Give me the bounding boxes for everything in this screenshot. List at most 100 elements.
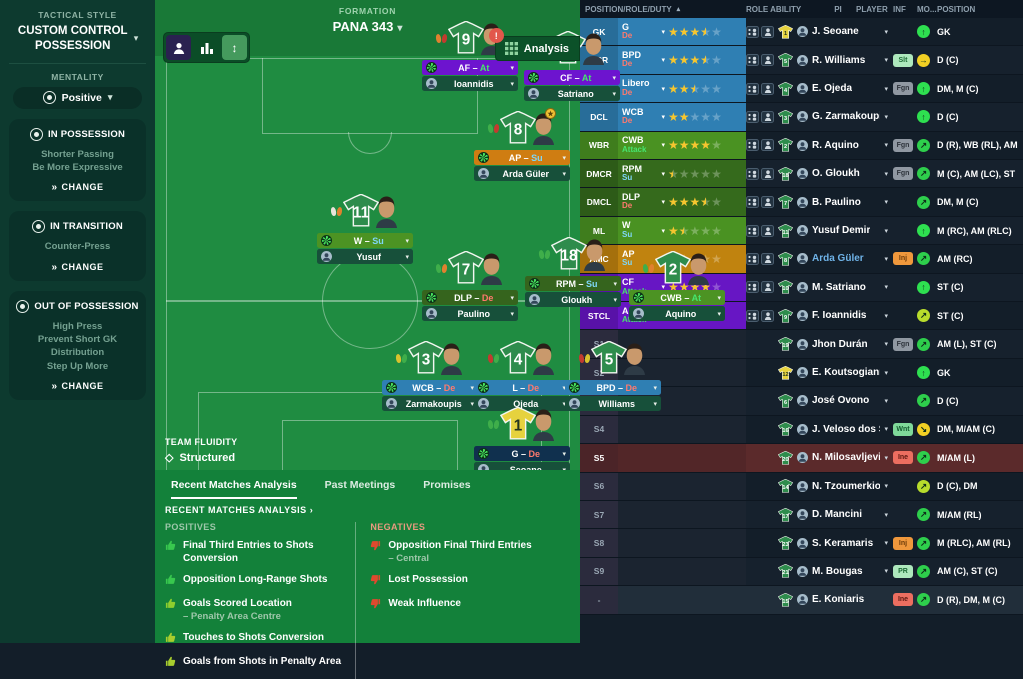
player-cell[interactable]: 20 N. Milosavljević ▾ (774, 450, 893, 465)
pitch-player-11[interactable]: 11 W – Su ▾ Yusuf ▾ (317, 193, 413, 264)
info-badge[interactable]: Wnt (893, 422, 913, 436)
col-player[interactable]: PLAYER (856, 4, 888, 14)
role-badge[interactable]: L – De▾ (474, 380, 570, 395)
col-position[interactable]: POSITION (937, 4, 976, 14)
role-badge[interactable]: W – Su ▾ (317, 233, 413, 248)
player-instructions-cell[interactable] (746, 167, 774, 180)
role-duty-cell[interactable]: RPM Su ▾ (622, 163, 665, 183)
player-cell[interactable]: 5 R. Williams ▾ (774, 53, 893, 67)
col-pi[interactable]: PI (834, 4, 842, 14)
col-inf[interactable]: INF (893, 4, 906, 14)
player-cell[interactable]: 8 Arda Güler ▾ (774, 251, 893, 266)
change-button[interactable]: » CHANGE (51, 182, 104, 194)
player-cell[interactable]: 9 F. Ioannidis ▾ (774, 308, 893, 323)
role-badge[interactable]: BPD – De ▾ (565, 380, 661, 395)
pitch-player-7[interactable]: 7 DLP – De ▾ Paulino ▾ (422, 250, 518, 321)
player-instructions-cell[interactable] (746, 82, 774, 95)
player-cell[interactable]: 14 N. Tzoumerkiotis▾ (774, 479, 893, 493)
table-row[interactable]: - 15 E. Koniaris Ine ↗ D (R), DM, M (C) (580, 586, 1023, 615)
col-position-role-duty[interactable]: POSITION/ROLE/DUTY ▴ (585, 4, 681, 14)
player-name-badge[interactable]: Gloukh ▾ (525, 292, 621, 307)
player-cell[interactable]: 12 E. Koutsogiannis ▾ (774, 365, 893, 380)
role-duty-cell[interactable]: CWB Attack ▾ (622, 135, 665, 154)
table-row[interactable]: WBR CWB Attack ▾ ★ ★ ★ ★ ★ 2 R. Aquino ▾ Fgn ↗ D (R), … (580, 131, 1023, 161)
role-duty-cell[interactable]: WCB De ▾ (622, 106, 665, 126)
table-row[interactable]: DCRBPDDe▾★★★★★★5R. Williams▾Slt→D (C) (580, 46, 1023, 75)
player-name-badge[interactable]: Ojeda ▾ (474, 396, 570, 411)
role-duty-cell[interactable] (618, 558, 668, 585)
formation-selector[interactable]: PANA 343 ▾ (332, 19, 403, 34)
tab-recent-matches-analysis[interactable]: Recent Matches Analysis (171, 479, 297, 499)
info-badge[interactable]: Inj (893, 536, 913, 550)
tactical-style-selector[interactable]: CUSTOM CONTROL POSSESSION ▾ (7, 24, 148, 54)
pitch-player-3[interactable]: 3 WCB – De ▾ Zarmakoupis ▾ (382, 340, 478, 411)
info-badge[interactable]: Fgn (893, 337, 913, 351)
stats-view-button[interactable] (194, 35, 219, 60)
pitch-player-18[interactable]: 18 RPM – Su ▾ Gloukh ▾ (525, 236, 621, 307)
player-cell[interactable]: 18 O. Gloukh ▾ (774, 166, 893, 181)
role-duty-cell[interactable]: Libero De ▾ (622, 78, 665, 97)
player-name-badge[interactable]: Satriano ▾ (524, 86, 620, 101)
pitch-player-4[interactable]: 4 L – De▾ Ojeda ▾ (474, 340, 570, 411)
table-row[interactable]: S7 17 D. Mancini ▾ ↗ M/AM (RL) (580, 500, 1023, 530)
role-badge[interactable]: RPM – Su ▾ (525, 276, 621, 291)
player-instructions-cell[interactable] (746, 281, 774, 294)
table-row[interactable]: S9 21 M. Bougas ▾ PR ↗ AM (C), ST (C) (580, 557, 1023, 587)
player-cell[interactable]: 21 M. Bougas ▾ (774, 564, 893, 579)
info-badge[interactable]: Ine (893, 593, 913, 607)
role-badge[interactable]: CWB – At ▾ (629, 290, 725, 305)
analysis-button[interactable]: ! Analysis (488, 28, 580, 61)
role-badge[interactable]: AF – At ▾ (422, 60, 518, 75)
player-cell[interactable]: 7 B. Paulino ▾ (774, 195, 893, 209)
role-duty-cell[interactable] (618, 416, 668, 443)
player-cell[interactable]: 15 E. Koniaris (774, 592, 893, 607)
player-view-button[interactable] (166, 35, 191, 60)
role-badge[interactable]: G – De ▾ (474, 446, 570, 461)
player-cell[interactable]: 6 José Ovono ▾ (774, 393, 893, 408)
player-name-badge[interactable]: Zarmakoupis ▾ (382, 396, 478, 411)
info-badge[interactable]: Fgn (893, 82, 913, 96)
role-duty-cell[interactable] (618, 444, 668, 471)
role-badge[interactable]: CF – At ▾ (524, 70, 620, 85)
player-cell[interactable]: 19 Jhon Durán ▾ (774, 337, 893, 351)
info-badge[interactable]: Slt (893, 53, 913, 67)
pitch-player-1[interactable]: 1 G – De▾ Seoane▾ (474, 406, 570, 477)
role-duty-cell[interactable]: W Su ▾ (622, 220, 665, 239)
table-row[interactable]: S6 14 N. Tzoumerkiotis▾ ↗ D (C), DM (580, 472, 1023, 501)
change-button[interactable]: » CHANGE (51, 380, 104, 392)
role-badge[interactable]: AP – Su ▾ (474, 150, 570, 165)
player-name-badge[interactable]: Williams ▾ (565, 396, 661, 411)
player-name-badge[interactable]: Arda Güler ▾ (474, 166, 570, 181)
player-cell[interactable]: 10 M. Satriano ▾ (774, 280, 893, 295)
player-cell[interactable]: 11 Yusuf Demir ▾ (774, 223, 893, 238)
player-instructions-cell[interactable] (746, 309, 774, 322)
player-instructions-cell[interactable] (746, 196, 774, 209)
col-morale[interactable]: MO... (917, 4, 937, 14)
player-cell[interactable]: 16 J. Veloso dos Santos ▾ (774, 422, 893, 437)
info-badge[interactable]: PR (893, 564, 913, 578)
pitch-player-8[interactable]: 8 ★ AP – Su ▾ Arda Güler ▾ (474, 108, 570, 181)
info-badge[interactable]: Inj (893, 252, 913, 266)
player-instructions-cell[interactable] (746, 54, 774, 67)
table-row[interactable]: DCL WCB De ▾ ★ ★ ★ ★ ★ 3 G. Zarmakoupis ▾ ↑ D (C) (580, 103, 1023, 132)
player-name-badge[interactable]: Ioannidis ▾ (422, 76, 518, 91)
player-instructions-cell[interactable] (746, 110, 774, 123)
col-role-ability[interactable]: ROLE ABILITY (746, 4, 802, 14)
role-duty-cell[interactable] (618, 501, 668, 528)
player-instructions-cell[interactable] (746, 25, 774, 38)
player-instructions-cell[interactable] (746, 224, 774, 237)
role-duty-cell[interactable]: BPD De ▾ (622, 49, 665, 69)
role-duty-cell[interactable] (618, 529, 668, 556)
table-row[interactable]: S5 20 N. Milosavljević ▾ Ine ↗ M/AM (L) (580, 444, 1023, 473)
role-duty-cell[interactable] (618, 473, 668, 500)
role-badge[interactable]: WCB – De ▾ (382, 380, 478, 395)
role-duty-cell[interactable]: G De ▾ (622, 21, 665, 41)
role-badge[interactable]: DLP – De ▾ (422, 290, 518, 305)
table-row[interactable]: S8 23 S. Keramaris ▾ Inj ↗ M (RLC), AM (RL) (580, 529, 1023, 558)
table-row[interactable]: DCLiberoDe▾★★★★★★4E. Ojeda▾Fgn↑DM, M (C) (580, 74, 1023, 104)
player-name-badge[interactable]: Aquino ▾ (629, 306, 725, 321)
tab-promises[interactable]: Promises (423, 479, 471, 491)
